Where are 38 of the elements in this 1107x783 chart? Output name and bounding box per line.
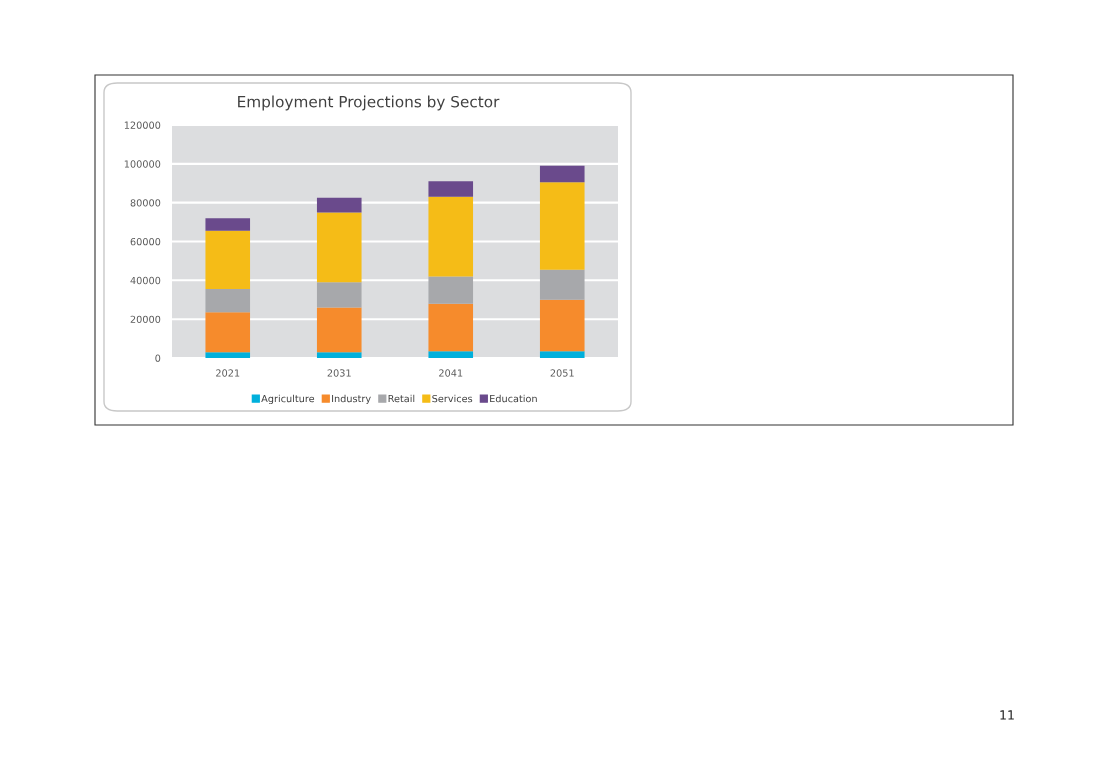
- y-tick-label: 40000: [130, 276, 161, 285]
- bar: [316, 197, 362, 213]
- x-tick-label: 2021: [216, 369, 240, 377]
- legend-label: Education: [490, 394, 537, 403]
- bar: [428, 276, 474, 304]
- bar: [428, 303, 474, 352]
- legend-label: Agriculture: [261, 394, 315, 405]
- x-tick-label: 2031: [327, 369, 351, 377]
- x-tick-label: 2041: [439, 369, 463, 377]
- bar: [205, 218, 251, 231]
- legend-label: Services: [432, 394, 473, 403]
- bar: [428, 181, 474, 197]
- x-tick-label: 2051: [550, 369, 574, 377]
- legend-label: Industry: [332, 394, 371, 405]
- bar: [539, 165, 585, 183]
- bar: [428, 351, 474, 358]
- legend-label: Retail: [388, 394, 415, 403]
- y-tick-label: 80000: [130, 199, 161, 207]
- bar: [539, 269, 585, 300]
- y-tick-label: 20000: [130, 315, 161, 323]
- chart-title: Employment Projections by Sector: [238, 95, 500, 111]
- bar: [316, 282, 362, 308]
- bar: [316, 307, 362, 353]
- bar: [316, 212, 362, 283]
- bar: [539, 182, 585, 270]
- bar: [205, 312, 251, 353]
- bar: [205, 352, 251, 358]
- bar: [539, 351, 585, 358]
- y-tick-label: 0: [155, 354, 161, 362]
- bar: [205, 289, 251, 313]
- text: 11: [1000, 710, 1014, 720]
- y-tick-label: 120000: [124, 121, 161, 129]
- bar: [316, 352, 362, 358]
- bar: [428, 196, 474, 277]
- y-tick-label: 60000: [130, 237, 161, 246]
- bar: [205, 230, 251, 290]
- y-tick-label: 100000: [124, 160, 161, 168]
- bar: [539, 299, 585, 352]
